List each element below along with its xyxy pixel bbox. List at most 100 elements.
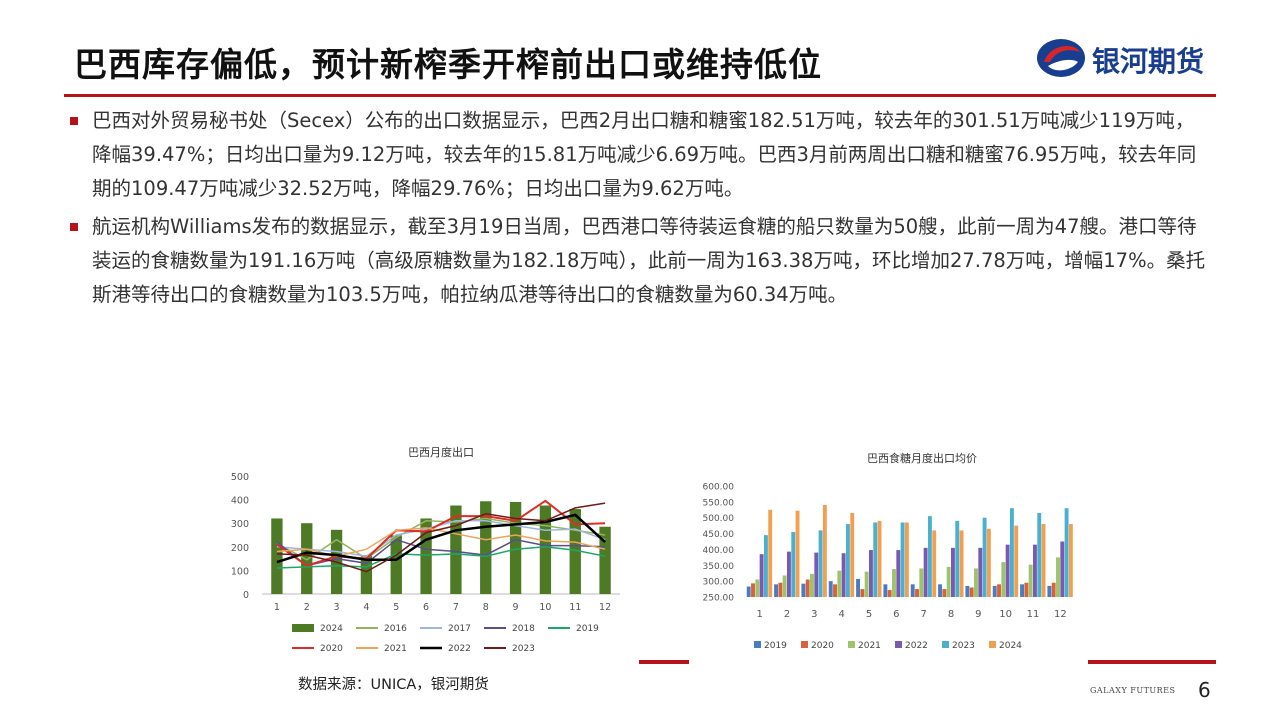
bar-2021 bbox=[1056, 557, 1060, 597]
line-2023 bbox=[276, 502, 606, 573]
legend-label: 2019 bbox=[576, 624, 599, 634]
bullet-item: 航运机构Williams发布的数据显示，截至3月19日当周，巴西港口等待装运食糖… bbox=[66, 210, 1206, 312]
legend-swatch bbox=[942, 641, 949, 648]
y-tick-label: 500 bbox=[231, 472, 249, 483]
bar-2020 bbox=[942, 589, 947, 597]
y-tick-label: 0 bbox=[243, 590, 249, 601]
bar-2024 bbox=[877, 520, 882, 597]
bar-2024 bbox=[539, 505, 552, 594]
chart-title: 巴西食糖月度出口均价 bbox=[867, 451, 977, 465]
bar-2020 bbox=[1051, 582, 1056, 597]
x-tick-label: 9 bbox=[513, 602, 519, 613]
x-tick-label: 4 bbox=[838, 609, 844, 620]
chart-title: 巴西月度出口 bbox=[408, 445, 474, 459]
legend-swatch bbox=[989, 641, 996, 648]
x-tick-label: 11 bbox=[569, 602, 581, 613]
export-price-chart: 巴西食糖月度出口均价 250.00 300.00 350.00 400.00 450.00… bbox=[694, 438, 1084, 660]
legend-label: 2022 bbox=[905, 641, 928, 651]
bar-2020 bbox=[860, 589, 865, 597]
y-tick-label: 300.00 bbox=[703, 578, 735, 588]
legend-label: 2019 bbox=[764, 641, 787, 651]
footer-divider bbox=[639, 660, 689, 664]
bar-2023 bbox=[845, 524, 850, 597]
bar-2020 bbox=[887, 590, 892, 597]
bar-2023 bbox=[900, 522, 905, 597]
x-tick-label: 12 bbox=[1054, 609, 1067, 620]
bar-2023 bbox=[873, 522, 878, 597]
bar-2021 bbox=[864, 571, 869, 597]
bar-2020 bbox=[778, 582, 783, 597]
line-2020 bbox=[276, 499, 606, 567]
company-logo: 银河期货 bbox=[1034, 36, 1224, 80]
bar-2024 bbox=[822, 505, 827, 597]
bar-2019 bbox=[1047, 585, 1052, 597]
bar-2024 bbox=[904, 522, 909, 597]
bar-2024 bbox=[599, 526, 611, 594]
legend-label: 2020 bbox=[320, 644, 343, 654]
legend-swatch bbox=[848, 641, 855, 648]
bullet-square-icon bbox=[70, 223, 78, 231]
bar-2019 bbox=[856, 578, 860, 597]
bar-2020 bbox=[969, 587, 974, 597]
bar-2023 bbox=[982, 517, 987, 597]
bar-2024 bbox=[390, 535, 402, 594]
y-tick-label: 450.00 bbox=[703, 530, 735, 540]
bar-2019 bbox=[774, 584, 778, 597]
x-tick-label: 3 bbox=[811, 609, 817, 620]
bar-2021 bbox=[974, 568, 978, 597]
bar-2022 bbox=[759, 554, 764, 597]
legend-label: 2024 bbox=[999, 641, 1022, 651]
footer-divider bbox=[1088, 660, 1216, 664]
y-tick-label: 300 bbox=[231, 519, 249, 530]
bar-2024 bbox=[450, 505, 462, 594]
page-number: 6 bbox=[1198, 678, 1211, 702]
y-tick-label: 500.00 bbox=[703, 514, 735, 524]
x-tick-label: 5 bbox=[866, 609, 872, 620]
bar-2021 bbox=[837, 570, 842, 597]
bullet-square-icon bbox=[70, 117, 78, 125]
legend-label: 2020 bbox=[811, 641, 834, 651]
bar-2024 bbox=[850, 512, 855, 597]
bar-2024 bbox=[271, 518, 283, 594]
bar-2024 bbox=[301, 523, 313, 594]
legend-label: 2017 bbox=[448, 624, 471, 634]
y-tick-label: 600.00 bbox=[703, 483, 735, 493]
y-tick-label: 200 bbox=[231, 543, 249, 554]
bar-2019 bbox=[746, 586, 751, 597]
bar-2024 bbox=[420, 518, 432, 594]
bar-2020 bbox=[1024, 582, 1029, 597]
legend-swatch bbox=[292, 624, 314, 632]
bar-2023 bbox=[1037, 512, 1042, 597]
bar-2019 bbox=[801, 583, 806, 597]
x-tick-label: 9 bbox=[975, 609, 981, 620]
bar-2023 bbox=[1009, 508, 1014, 597]
bar-2019 bbox=[883, 584, 888, 597]
footer-brand: GALAXY FUTURES bbox=[1090, 686, 1176, 695]
bar-2019 bbox=[910, 584, 915, 597]
x-tick-label: 12 bbox=[599, 602, 611, 613]
legend-label: 2022 bbox=[448, 644, 471, 654]
bar-2022 bbox=[869, 550, 873, 597]
bar-2024 bbox=[932, 530, 937, 597]
x-tick-label: 7 bbox=[453, 602, 459, 613]
bar-2023 bbox=[927, 516, 932, 597]
bar-2024 bbox=[959, 530, 964, 597]
x-tick-label: 1 bbox=[756, 609, 762, 620]
y-tick-label: 400 bbox=[231, 496, 249, 507]
legend-swatch bbox=[754, 641, 761, 648]
bar-2024 bbox=[1041, 524, 1046, 597]
legend-swatch bbox=[801, 641, 808, 648]
bar-2024 bbox=[986, 528, 991, 597]
bar-2019 bbox=[992, 585, 997, 597]
x-tick-label: 11 bbox=[1027, 609, 1040, 620]
bar-2020 bbox=[751, 583, 755, 597]
x-tick-label: 6 bbox=[423, 602, 429, 613]
bar-2019 bbox=[938, 584, 942, 597]
bar-2021 bbox=[782, 575, 787, 597]
line-2017 bbox=[276, 520, 606, 557]
line-2016 bbox=[276, 517, 606, 561]
legend-label: 2021 bbox=[858, 641, 881, 651]
bar-2020 bbox=[997, 584, 1001, 597]
x-tick-label: 2 bbox=[784, 609, 790, 620]
